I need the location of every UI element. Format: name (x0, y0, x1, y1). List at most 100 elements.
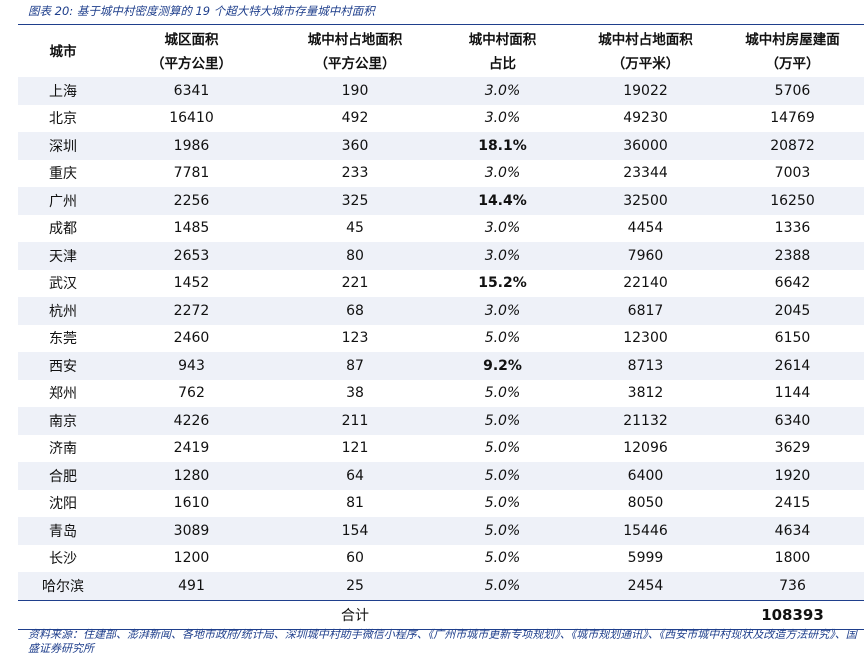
cell-district-area: 6341 (108, 77, 275, 105)
cell-district-area: 1200 (173, 550, 210, 567)
cell-city: 武汉 (49, 276, 77, 293)
cell-district-area: 2419 (173, 440, 210, 457)
cell-village-land-km2: 154 (275, 517, 435, 545)
cell-village-land-wan: 12096 (623, 440, 668, 457)
cell-city: 上海 (18, 77, 108, 105)
cell-village-land-wan: 36000 (570, 132, 721, 160)
cell-village-floor-area: 1336 (774, 220, 811, 237)
cell-village-land-wan: 4454 (627, 220, 664, 237)
cell-village-land-wan: 7960 (570, 242, 721, 270)
cell-village-land-km2: 233 (341, 165, 369, 182)
cell-village-land-wan: 15446 (570, 517, 721, 545)
cell-district-area: 1986 (108, 132, 275, 160)
cell-city: 北京 (49, 111, 77, 128)
cell-village-land-wan: 2454 (570, 572, 721, 600)
cell-district-area: 943 (108, 352, 275, 380)
cell-village-land-wan: 8050 (627, 495, 664, 512)
cell-village-floor-area: 20872 (721, 132, 864, 160)
cell-city: 天津 (18, 242, 108, 270)
cell-village-land-km2: 492 (341, 110, 369, 127)
cell-village-floor-area: 736 (721, 572, 864, 600)
cell-village-floor-area: 16250 (721, 187, 864, 215)
table-row: 南京 4226 211 5.0% 21132 6340 (18, 407, 864, 435)
cell-village-ratio: 9.2% (435, 352, 570, 380)
cell-village-land-km2: 87 (275, 352, 435, 380)
cell-village-land-wan: 22140 (623, 275, 668, 292)
cell-city: 合肥 (18, 462, 108, 490)
cell-city: 哈尔滨 (18, 572, 108, 600)
cell-village-land-wan: 19022 (570, 77, 721, 105)
table-row: 郑州 762 38 5.0% 3812 1144 (18, 380, 864, 408)
table-row: 西安 943 87 9.2% 8713 2614 (18, 352, 864, 380)
cell-village-ratio: 3.0% (435, 297, 570, 325)
cell-village-land-wan: 12300 (623, 330, 668, 347)
cell-village-land-km2: 38 (346, 385, 364, 402)
cell-district-area: 2653 (108, 242, 275, 270)
cell-village-floor-area: 2614 (721, 352, 864, 380)
table-row: 合肥 1280 64 5.0% 6400 1920 (18, 462, 864, 490)
cell-village-ratio: 5.0% (435, 407, 570, 435)
cell-village-floor-area: 2045 (721, 297, 864, 325)
table-row: 东莞 2460 123 5.0% 12300 6150 (18, 325, 864, 353)
cell-city: 东莞 (49, 331, 77, 348)
cell-village-land-km2: 121 (341, 440, 369, 457)
cell-village-land-wan: 23344 (623, 165, 668, 182)
cell-district-area: 7781 (173, 165, 210, 182)
header-district-area: 城区面积 （平方公里） (151, 31, 232, 72)
cell-village-floor-area: 4634 (721, 517, 864, 545)
total-row: 合计 108393 (18, 599, 864, 630)
cell-village-floor-area: 2388 (721, 242, 864, 270)
cell-village-floor-area: 2415 (774, 495, 811, 512)
table-body: 上海 6341 190 3.0% 19022 5706 北京 16410 492 3.0% 4923… (18, 77, 864, 600)
header-village-floor-area: 城中村房屋建面 （万平） (745, 31, 840, 72)
cell-city: 西安 (18, 352, 108, 380)
table-row: 广州 2256 325 14.4% 32500 16250 (18, 187, 864, 215)
cell-village-ratio: 3.0% (484, 220, 521, 237)
table-row: 长沙 1200 60 5.0% 5999 1800 (18, 545, 864, 573)
cell-village-floor-area: 1800 (774, 550, 811, 567)
cell-district-area: 2272 (108, 297, 275, 325)
cell-village-land-wan: 32500 (570, 187, 721, 215)
cell-village-land-km2: 325 (275, 187, 435, 215)
cell-village-land-km2: 68 (275, 297, 435, 325)
cell-village-land-km2: 221 (341, 275, 369, 292)
cell-village-floor-area: 7003 (774, 165, 811, 182)
cell-city: 青岛 (18, 517, 108, 545)
header-village-ratio: 城中村面积 占比 (468, 31, 537, 72)
table-row: 武汉 1452 221 15.2% 22140 6642 (18, 270, 864, 298)
cell-district-area: 1452 (173, 275, 210, 292)
cell-village-ratio: 15.2% (478, 275, 527, 292)
cell-district-area: 2256 (108, 187, 275, 215)
cell-village-ratio: 3.0% (484, 165, 521, 182)
cell-village-ratio: 5.0% (435, 572, 570, 600)
cell-village-ratio: 5.0% (484, 440, 521, 457)
table-row: 济南 2419 121 5.0% 12096 3629 (18, 435, 864, 463)
cell-village-floor-area: 6150 (774, 330, 811, 347)
cell-village-floor-area: 14769 (770, 110, 815, 127)
cell-village-land-wan: 5999 (627, 550, 664, 567)
cell-city: 深圳 (18, 132, 108, 160)
urban-village-table: 城市 城区面积 （平方公里） 城中村占地面积 （平方公里） 城中村面积 占比 城中村占… (18, 26, 864, 630)
cell-village-land-wan: 8713 (570, 352, 721, 380)
cell-district-area: 3089 (108, 517, 275, 545)
cell-village-land-km2: 60 (346, 550, 364, 567)
cell-village-floor-area: 1144 (774, 385, 811, 402)
figure-caption: 图表 20: 基于城中村密度测算的 19 个超大特大城市存量城中村面积 (28, 4, 375, 18)
cell-city: 郑州 (49, 386, 77, 403)
cell-village-land-km2: 211 (275, 407, 435, 435)
cell-village-ratio: 5.0% (435, 462, 570, 490)
cell-city: 南京 (18, 407, 108, 435)
cell-village-land-km2: 45 (346, 220, 364, 237)
source-note: 资料来源：住建部、澎湃新闻、各地市政府/统计局、深圳城中村助手微信小程序、《广州… (28, 628, 857, 655)
header-city: 城市 (49, 43, 77, 60)
cell-city: 重庆 (49, 166, 77, 183)
cell-village-ratio: 5.0% (435, 517, 570, 545)
cell-village-land-wan: 6817 (570, 297, 721, 325)
cell-village-floor-area: 3629 (774, 440, 811, 457)
cell-city: 成都 (49, 221, 77, 238)
cell-village-ratio: 5.0% (484, 330, 521, 347)
header-row: 城市 城区面积 （平方公里） 城中村占地面积 （平方公里） 城中村面积 占比 城中村占… (18, 26, 864, 77)
cell-village-land-wan: 6400 (570, 462, 721, 490)
cell-district-area: 4226 (108, 407, 275, 435)
table-row: 重庆 7781 233 3.0% 23344 7003 (18, 160, 864, 188)
